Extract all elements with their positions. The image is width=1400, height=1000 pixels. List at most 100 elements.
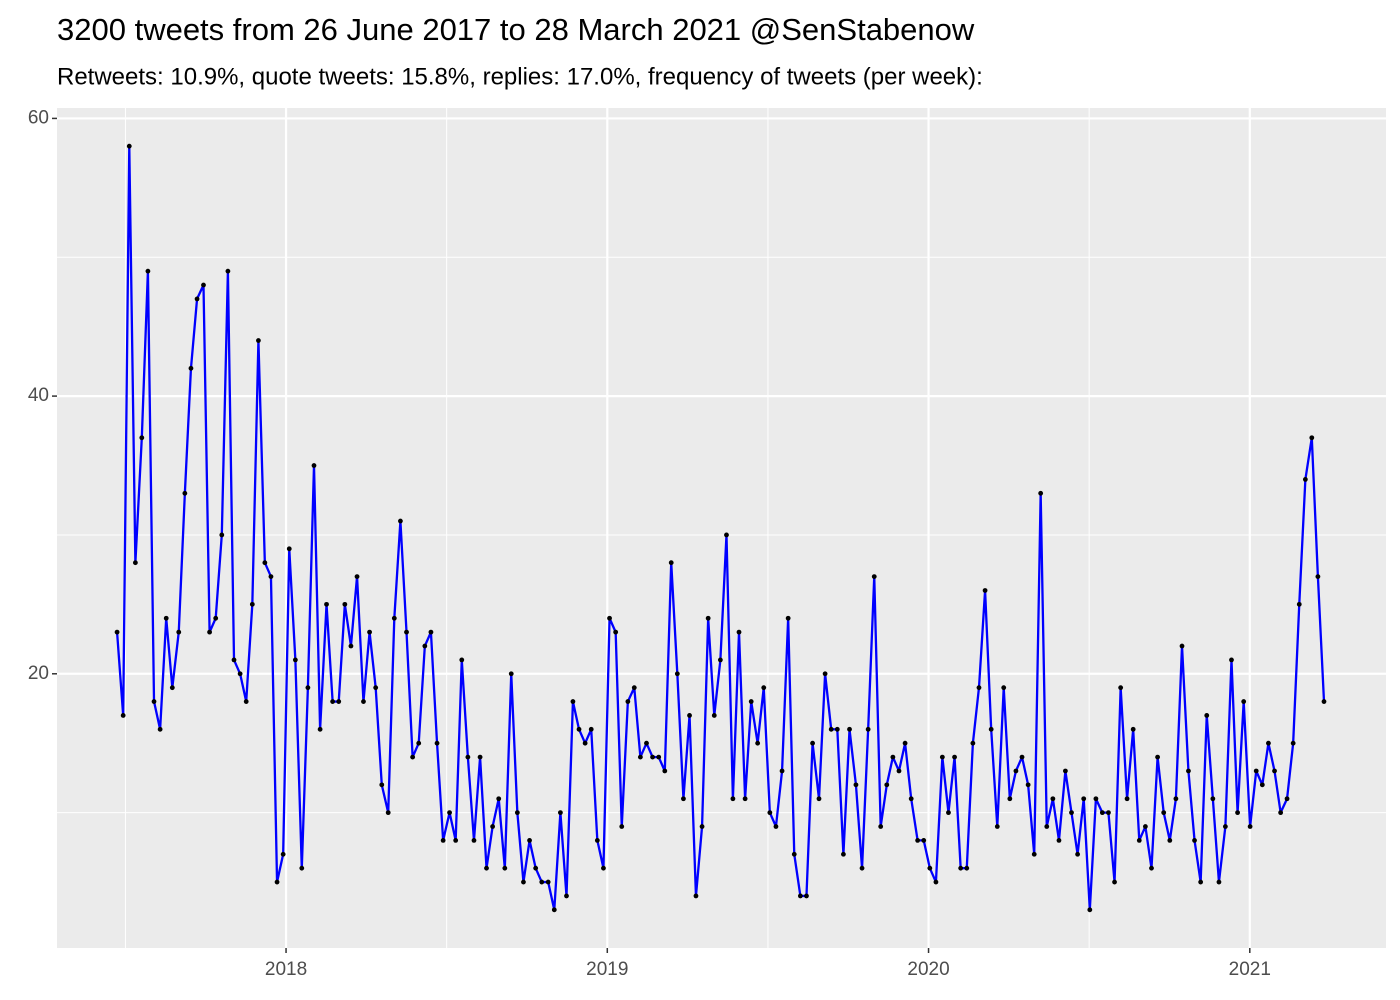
data-point <box>847 726 852 732</box>
chart-subtitle: Retweets: 10.9%, quote tweets: 15.8%, re… <box>57 63 983 90</box>
data-point <box>1050 796 1056 802</box>
data-point <box>1284 796 1290 802</box>
y-tick-label: 40 <box>28 385 49 406</box>
chart-title: 3200 tweets from 26 June 2017 to 28 Marc… <box>57 12 975 47</box>
data-point <box>736 629 742 635</box>
data-point <box>1069 810 1074 816</box>
data-point <box>1222 824 1228 829</box>
data-point <box>551 907 557 913</box>
data-point <box>379 782 385 788</box>
data-point <box>890 754 896 760</box>
data-point <box>644 740 649 746</box>
data-point <box>428 629 434 635</box>
data-point <box>613 629 619 635</box>
data-point <box>958 865 964 871</box>
x-tick-label: 2018 <box>265 959 307 980</box>
data-point <box>1124 796 1130 802</box>
data-point <box>1186 768 1191 774</box>
data-point <box>687 713 692 718</box>
data-point <box>1210 796 1216 802</box>
data-point <box>126 143 132 149</box>
data-point <box>637 754 643 760</box>
data-point <box>342 601 348 607</box>
data-point <box>1315 574 1321 579</box>
data-point <box>1173 796 1179 802</box>
data-point <box>828 726 834 732</box>
data-point <box>262 560 268 566</box>
data-point <box>1278 810 1284 816</box>
data-point <box>1302 477 1308 482</box>
data-point <box>1155 754 1160 760</box>
data-point <box>132 560 138 566</box>
data-point <box>730 796 736 802</box>
data-point <box>311 463 317 468</box>
data-point <box>1309 435 1315 441</box>
data-point <box>1149 865 1154 871</box>
data-point <box>169 685 175 691</box>
data-point <box>496 796 502 802</box>
data-point <box>570 699 576 704</box>
data-point <box>201 282 206 288</box>
data-point <box>440 837 446 843</box>
data-point <box>361 699 366 704</box>
data-point <box>656 754 662 760</box>
data-point <box>946 810 951 816</box>
data-point <box>391 615 397 621</box>
data-point <box>1167 837 1173 843</box>
data-point <box>182 490 188 496</box>
data-point <box>588 726 594 732</box>
data-point <box>1001 685 1007 691</box>
data-point <box>416 740 422 746</box>
data-point <box>1130 726 1136 732</box>
data-point <box>705 615 711 621</box>
data-point <box>292 657 298 663</box>
data-point <box>1259 782 1265 788</box>
data-point <box>1192 837 1197 843</box>
data-point <box>773 824 779 829</box>
data-point <box>594 837 600 843</box>
data-point <box>785 615 791 621</box>
data-point <box>336 699 342 704</box>
y-tick-label: 60 <box>28 107 49 128</box>
data-point <box>1038 490 1044 496</box>
data-point <box>207 629 212 635</box>
data-point <box>1290 740 1296 746</box>
data-point <box>527 837 532 843</box>
data-point <box>299 865 305 871</box>
data-point <box>1093 796 1099 802</box>
data-point <box>853 782 859 788</box>
data-point <box>668 560 674 566</box>
data-point <box>902 740 908 746</box>
data-point <box>1112 879 1117 885</box>
data-point <box>1081 796 1087 802</box>
data-point <box>484 865 489 871</box>
data-point <box>151 699 157 704</box>
data-point <box>317 726 323 732</box>
x-tick-label: 2021 <box>1229 959 1271 980</box>
data-point <box>398 518 403 524</box>
data-point <box>231 657 237 663</box>
data-point <box>354 574 360 579</box>
data-point <box>791 851 797 857</box>
data-point <box>631 685 637 691</box>
data-point <box>1013 768 1019 774</box>
data-point <box>1272 768 1277 774</box>
data-point <box>748 699 754 704</box>
data-point <box>410 754 416 760</box>
data-point <box>139 435 145 441</box>
data-point <box>533 865 539 871</box>
data-point <box>502 865 508 871</box>
data-point <box>1044 824 1050 829</box>
data-point <box>755 740 761 746</box>
data-point <box>453 837 459 843</box>
data-point <box>367 629 372 635</box>
data-point <box>674 671 680 677</box>
data-point <box>681 796 686 802</box>
data-point <box>1247 824 1253 829</box>
data-point <box>219 532 225 538</box>
data-point <box>896 768 902 774</box>
data-point <box>1106 810 1111 816</box>
data-point <box>779 768 785 774</box>
data-point <box>176 629 182 635</box>
